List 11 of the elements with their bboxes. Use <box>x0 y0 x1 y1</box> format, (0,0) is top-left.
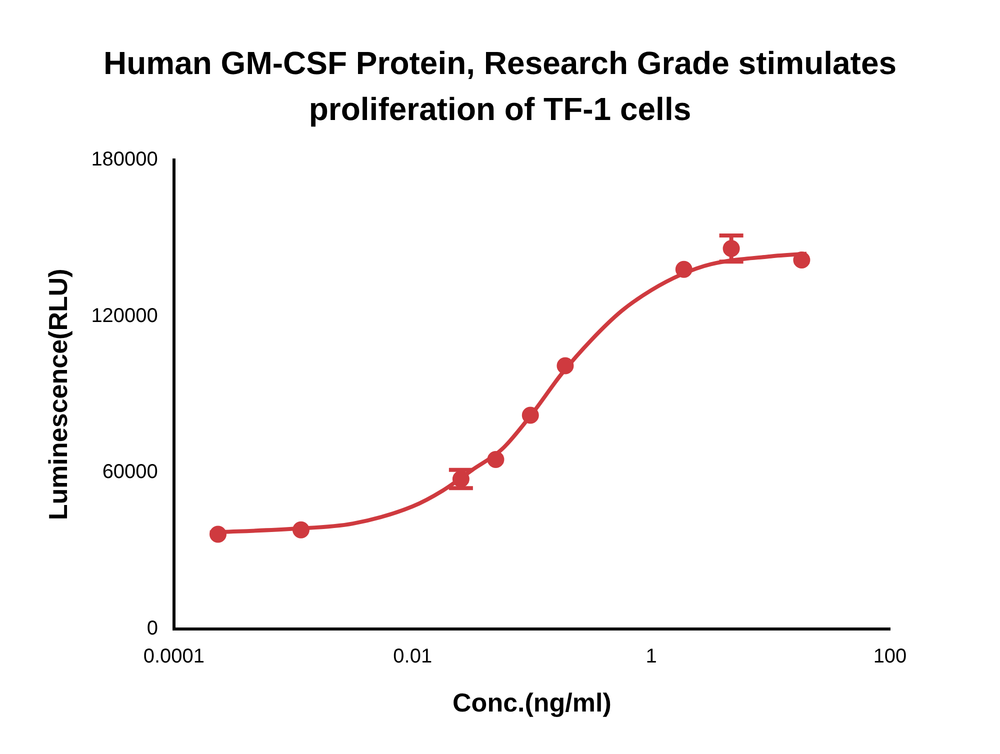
y-axis-title: Luminescence(RLU) <box>42 268 73 520</box>
y-tick-label: 0 <box>146 617 158 640</box>
y-tick-label: 60000 <box>102 461 158 484</box>
chart-title: Human GM-CSF Protein, Research Grade stimulates proliferation of TF-1 cells <box>102 44 898 129</box>
x-axis-title: Conc.(ng/ml) <box>452 688 612 718</box>
y-tick-label: 120000 <box>91 304 158 327</box>
y-tick-label: 180000 <box>91 148 158 171</box>
x-tick-label: 0.01 <box>393 645 432 668</box>
x-tick-label: 1 <box>646 645 657 668</box>
x-tick-label: 0.0001 <box>143 645 205 668</box>
x-tick-label: 100 <box>873 645 907 668</box>
